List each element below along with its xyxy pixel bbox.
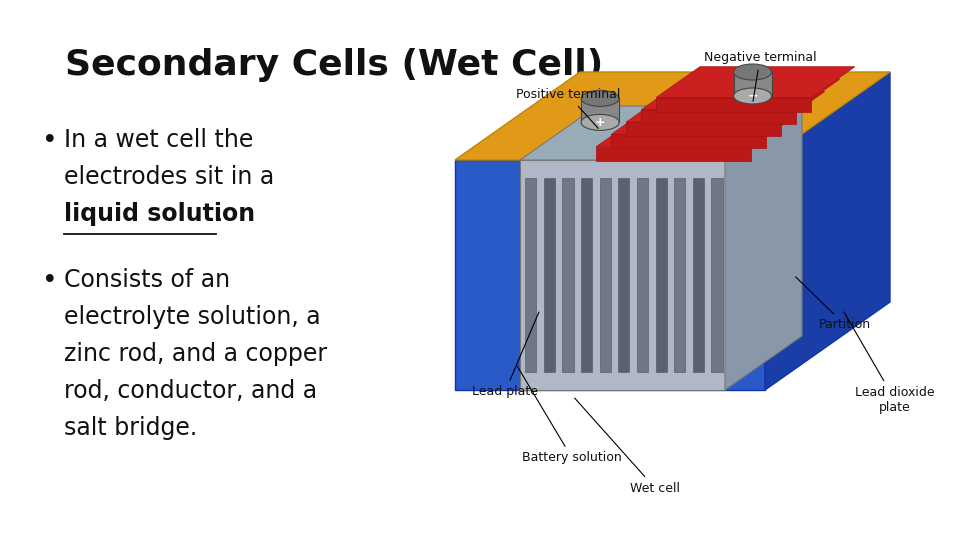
Polygon shape <box>711 178 723 372</box>
Text: salt bridge.: salt bridge. <box>64 416 197 440</box>
Text: Lead dioxide
plate: Lead dioxide plate <box>844 312 935 414</box>
Text: +: + <box>595 116 606 129</box>
Ellipse shape <box>733 88 772 104</box>
Polygon shape <box>455 160 765 390</box>
Polygon shape <box>543 178 555 372</box>
Text: Battery solution: Battery solution <box>516 365 622 464</box>
Polygon shape <box>596 116 795 147</box>
Text: electrolyte solution, a: electrolyte solution, a <box>64 305 321 329</box>
Text: In a wet cell the: In a wet cell the <box>64 128 253 152</box>
Polygon shape <box>563 178 573 372</box>
Polygon shape <box>525 178 537 372</box>
Text: rod, conductor, and a: rod, conductor, and a <box>64 379 317 403</box>
Polygon shape <box>693 178 704 372</box>
Text: Consists of an: Consists of an <box>64 268 230 292</box>
Polygon shape <box>618 178 630 372</box>
Text: Secondary Cells (Wet Cell): Secondary Cells (Wet Cell) <box>65 48 603 82</box>
Polygon shape <box>520 106 802 160</box>
Polygon shape <box>520 160 725 390</box>
Polygon shape <box>596 147 751 161</box>
Text: .: . <box>216 202 224 226</box>
Polygon shape <box>674 178 685 372</box>
Polygon shape <box>612 134 766 149</box>
Text: zinc rod, and a copper: zinc rod, and a copper <box>64 342 327 366</box>
Polygon shape <box>733 72 772 96</box>
Polygon shape <box>600 178 611 372</box>
Polygon shape <box>656 67 855 98</box>
Polygon shape <box>636 178 648 372</box>
Polygon shape <box>656 98 811 112</box>
Text: Lead plate: Lead plate <box>472 312 539 399</box>
Text: •: • <box>42 128 58 154</box>
Polygon shape <box>626 122 781 136</box>
Ellipse shape <box>733 64 772 80</box>
Polygon shape <box>765 72 890 390</box>
Ellipse shape <box>581 90 619 106</box>
Polygon shape <box>656 178 666 372</box>
Text: liquid solution: liquid solution <box>64 202 255 226</box>
Polygon shape <box>725 106 802 390</box>
Polygon shape <box>581 98 619 123</box>
Text: •: • <box>42 268 58 294</box>
Polygon shape <box>641 79 840 110</box>
Polygon shape <box>612 104 810 134</box>
Text: −: − <box>747 90 757 103</box>
Text: electrodes sit in a: electrodes sit in a <box>64 165 275 189</box>
Polygon shape <box>626 91 825 122</box>
Text: Negative terminal: Negative terminal <box>704 51 816 102</box>
Text: Partition: Partition <box>796 277 871 332</box>
Ellipse shape <box>581 114 619 130</box>
Polygon shape <box>581 178 592 372</box>
Text: Positive terminal: Positive terminal <box>516 89 620 129</box>
Text: Wet cell: Wet cell <box>575 398 680 495</box>
Polygon shape <box>641 110 796 124</box>
Polygon shape <box>455 72 890 160</box>
